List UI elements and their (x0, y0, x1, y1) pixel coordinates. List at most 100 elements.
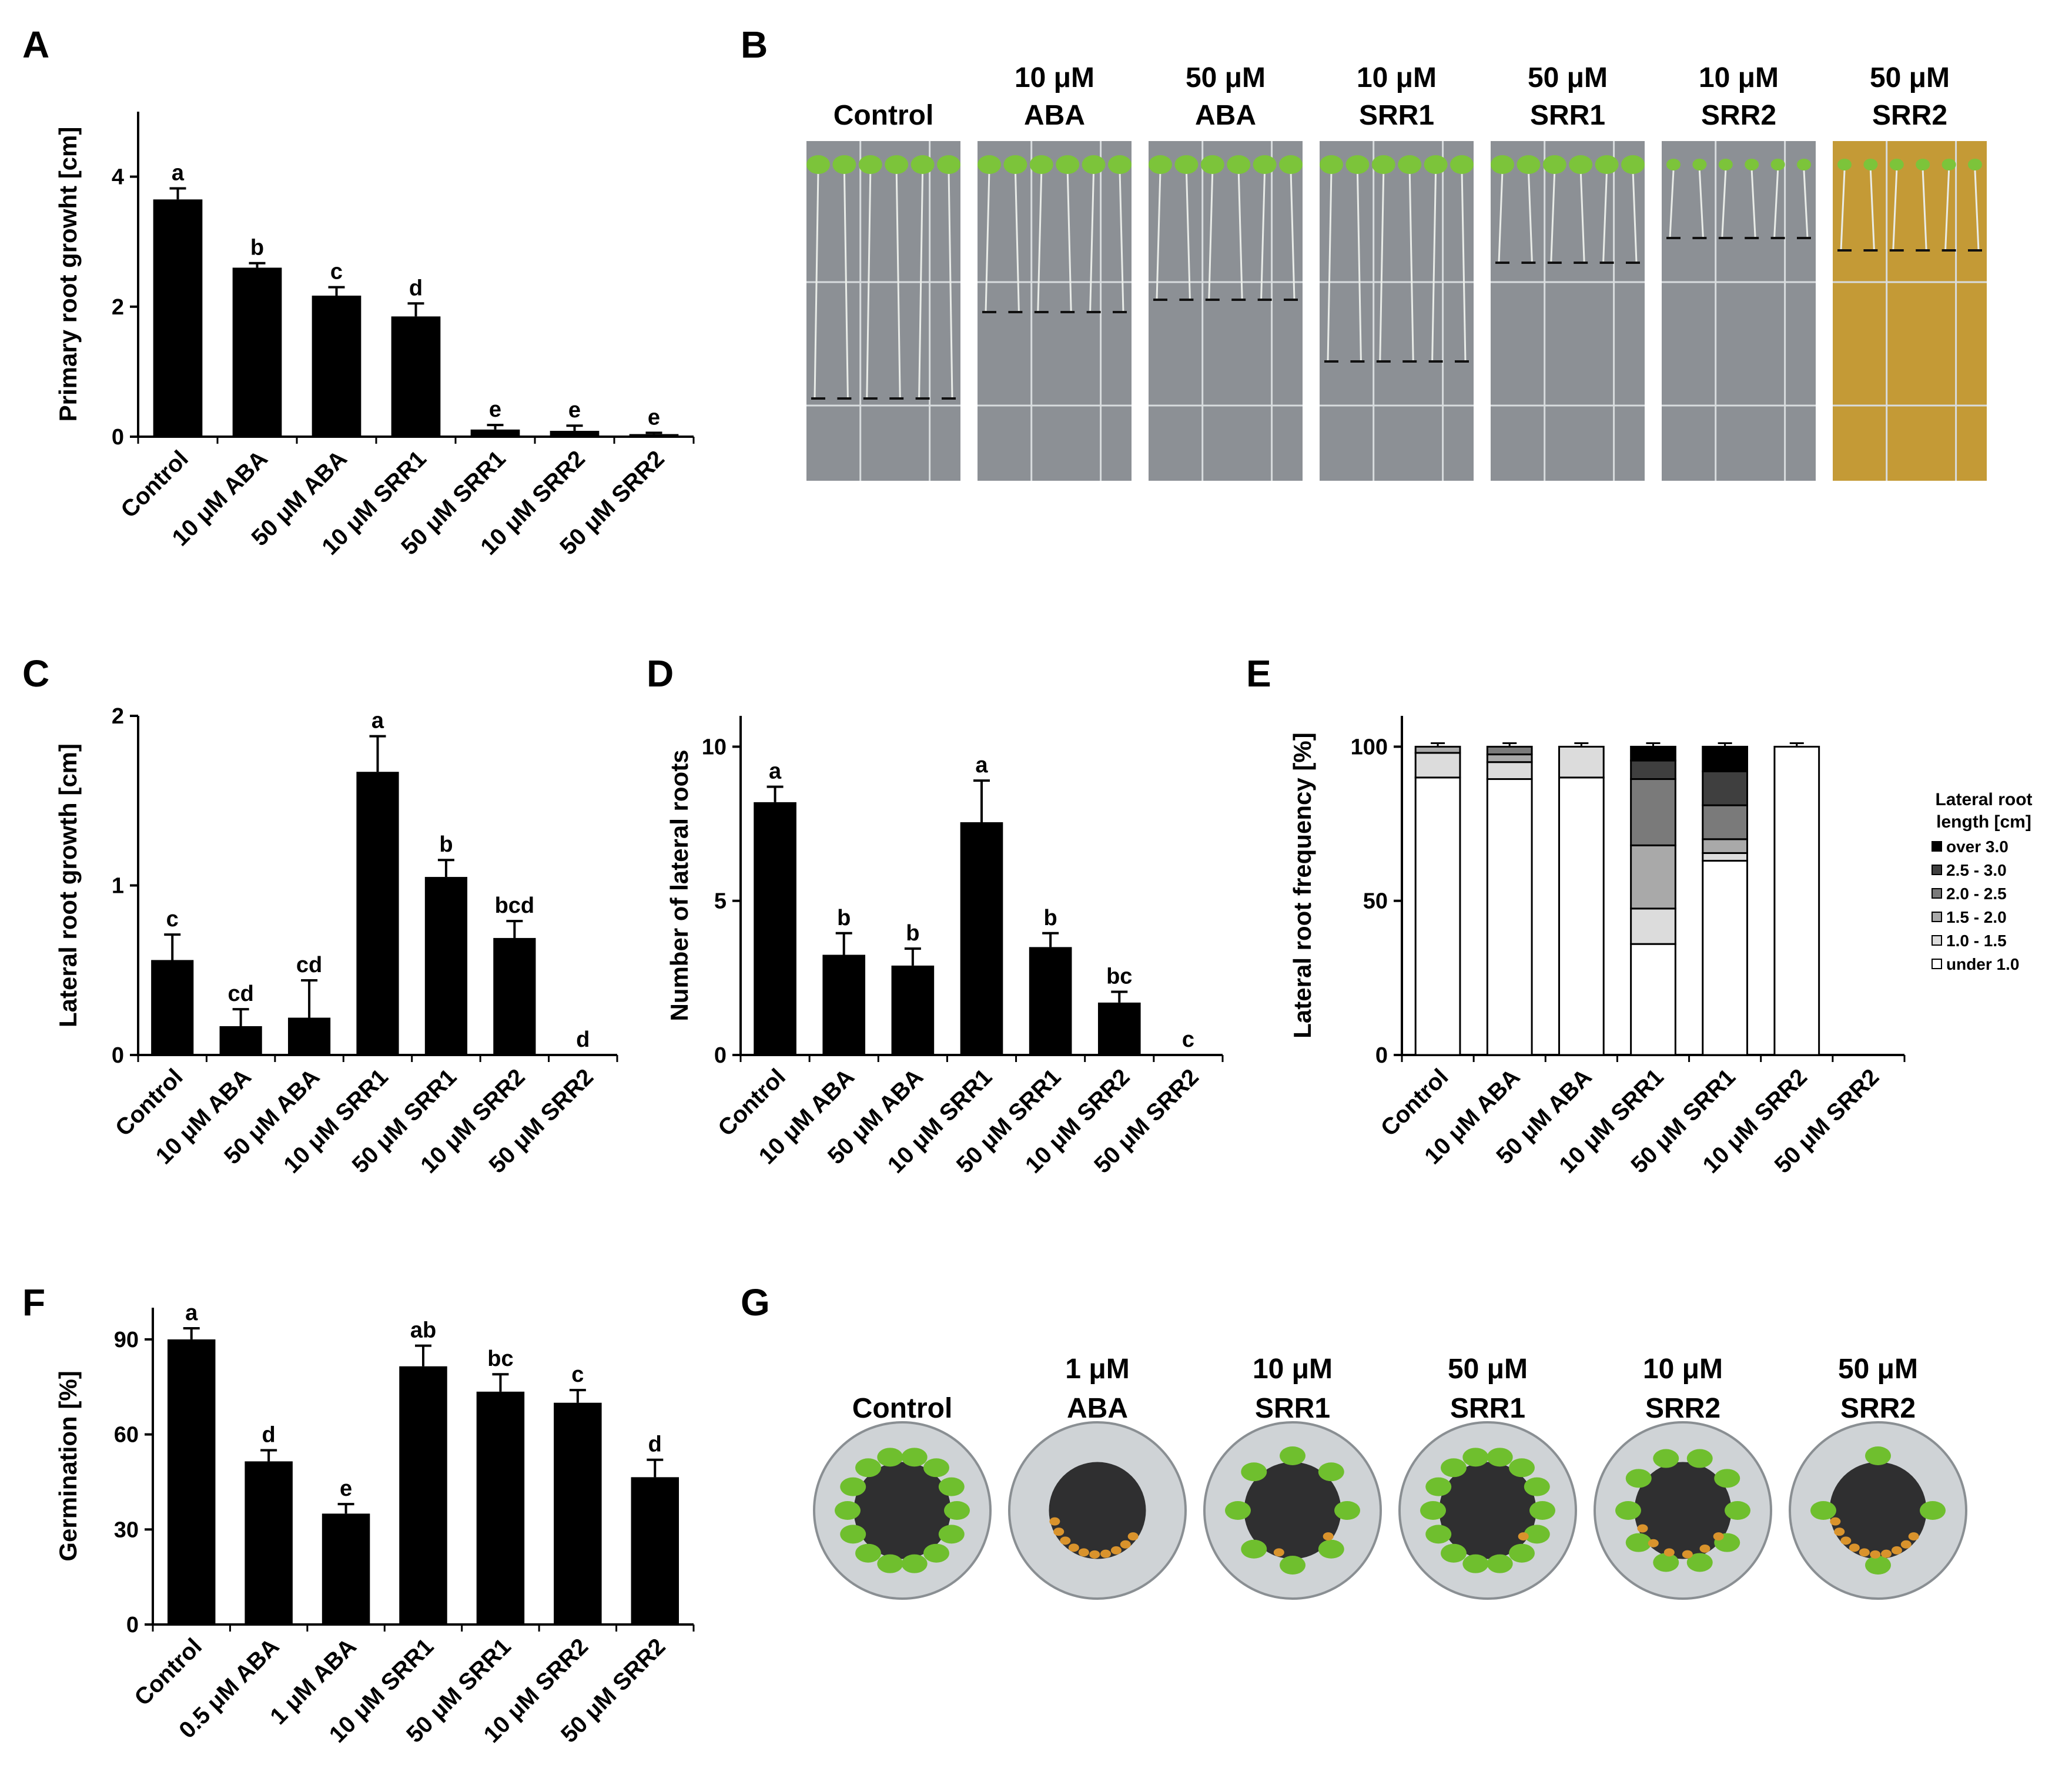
stacked-bar-segment (1630, 907, 1676, 945)
stacked-bar-segment (1630, 778, 1676, 846)
seedling (1508, 1543, 1535, 1563)
y-tick-label: 30 (114, 1518, 139, 1542)
legend-swatch (1932, 959, 1942, 969)
seedling (923, 1543, 949, 1563)
y-tick-label: 100 (1351, 735, 1388, 759)
plate-label-line2: SRR2 (1872, 100, 1947, 131)
seedling (1318, 1539, 1344, 1559)
seed (1518, 1532, 1529, 1541)
seedling (1714, 1469, 1740, 1488)
significance-letter: d (648, 1432, 662, 1457)
seed (1663, 1548, 1675, 1557)
root (1721, 170, 1727, 239)
seed (1891, 1546, 1902, 1555)
seed (1273, 1548, 1284, 1557)
seedling (1280, 1556, 1305, 1575)
root (1461, 170, 1467, 362)
leaf (910, 155, 935, 174)
bar (550, 431, 600, 437)
significance-letter: c (330, 260, 343, 284)
leaf (1666, 159, 1681, 170)
stacked-bar-segment (1702, 852, 1749, 862)
root (814, 170, 819, 399)
bar (629, 434, 679, 437)
bar (322, 1513, 370, 1624)
leaf (1253, 155, 1277, 174)
leaf (1770, 159, 1785, 170)
significance-letter: c (1182, 1027, 1194, 1052)
seedling (1420, 1501, 1446, 1520)
bar (754, 802, 796, 1055)
leaf (1916, 159, 1930, 170)
leaf (1863, 159, 1878, 170)
seed (1127, 1532, 1139, 1541)
significance-letter: e (340, 1476, 352, 1501)
seed (1120, 1540, 1131, 1549)
bar (219, 1026, 262, 1055)
seedling (840, 1525, 866, 1544)
y-tick-label: 4 (112, 165, 124, 190)
seed (1682, 1550, 1693, 1559)
stacked-bar-segment (1630, 844, 1676, 910)
seedling (1865, 1556, 1891, 1575)
leaf (1108, 155, 1132, 174)
root (1431, 170, 1437, 362)
root (918, 170, 924, 399)
root (1750, 170, 1756, 239)
significance-letter: e (648, 405, 660, 430)
leaf (978, 155, 1001, 174)
y-tick-label: 50 (1363, 889, 1388, 914)
well-label-line2: SRR2 (1840, 1393, 1916, 1424)
root (1922, 170, 1927, 251)
seed (1068, 1543, 1079, 1552)
bar (424, 877, 468, 1055)
leaf (1542, 155, 1566, 174)
y-tick-label: 10 (702, 735, 727, 759)
plate-label-line1: 50 μM (1528, 62, 1608, 93)
plate-label-line1: 50 μM (1186, 62, 1266, 93)
root (1089, 170, 1095, 313)
significance-letter: c (166, 907, 179, 932)
stacked-bar-segment (1558, 745, 1605, 779)
y-tick-label: 0 (112, 1043, 124, 1068)
leaf (1837, 159, 1852, 170)
bar (245, 1461, 293, 1624)
leaf (858, 155, 882, 174)
seedling (1524, 1525, 1550, 1544)
legend-swatch (1932, 841, 1942, 852)
leaf (1450, 155, 1474, 174)
seed (1713, 1532, 1724, 1541)
bar (1097, 1002, 1141, 1055)
significance-letter: d (409, 276, 423, 300)
well-label-line1: 10 μM (1253, 1354, 1333, 1385)
seed (1089, 1550, 1100, 1559)
legend-entry: over 3.0 (1946, 838, 2009, 856)
legend-entry: under 1.0 (1946, 955, 2019, 973)
root (1944, 170, 1950, 251)
stacked-bar-segment (1630, 943, 1676, 1056)
seedling (1625, 1533, 1652, 1552)
leaf (1398, 155, 1422, 174)
seed (1323, 1532, 1334, 1541)
seedling (938, 1525, 965, 1544)
root (1550, 170, 1556, 263)
seed (1834, 1528, 1845, 1536)
y-tick-label: 60 (114, 1423, 139, 1448)
seed (1637, 1524, 1648, 1533)
seed (1840, 1536, 1852, 1545)
seedling (1280, 1446, 1305, 1465)
leaf (1227, 155, 1251, 174)
bar (153, 199, 203, 437)
plate-label-line2: Control (833, 100, 934, 131)
significance-letter: c (571, 1362, 584, 1387)
stacked-bar-segment (1414, 776, 1461, 1056)
root (1327, 170, 1333, 362)
significance-letter: e (489, 397, 501, 422)
y-tick-label: 0 (126, 1613, 139, 1637)
root (1698, 170, 1704, 239)
panel-letter-a: A (22, 24, 49, 66)
well-label-line1: 1 μM (1065, 1354, 1129, 1385)
bar (554, 1402, 602, 1624)
plate-photo (1149, 141, 1303, 481)
plate-label-line1: 10 μM (1015, 62, 1094, 93)
